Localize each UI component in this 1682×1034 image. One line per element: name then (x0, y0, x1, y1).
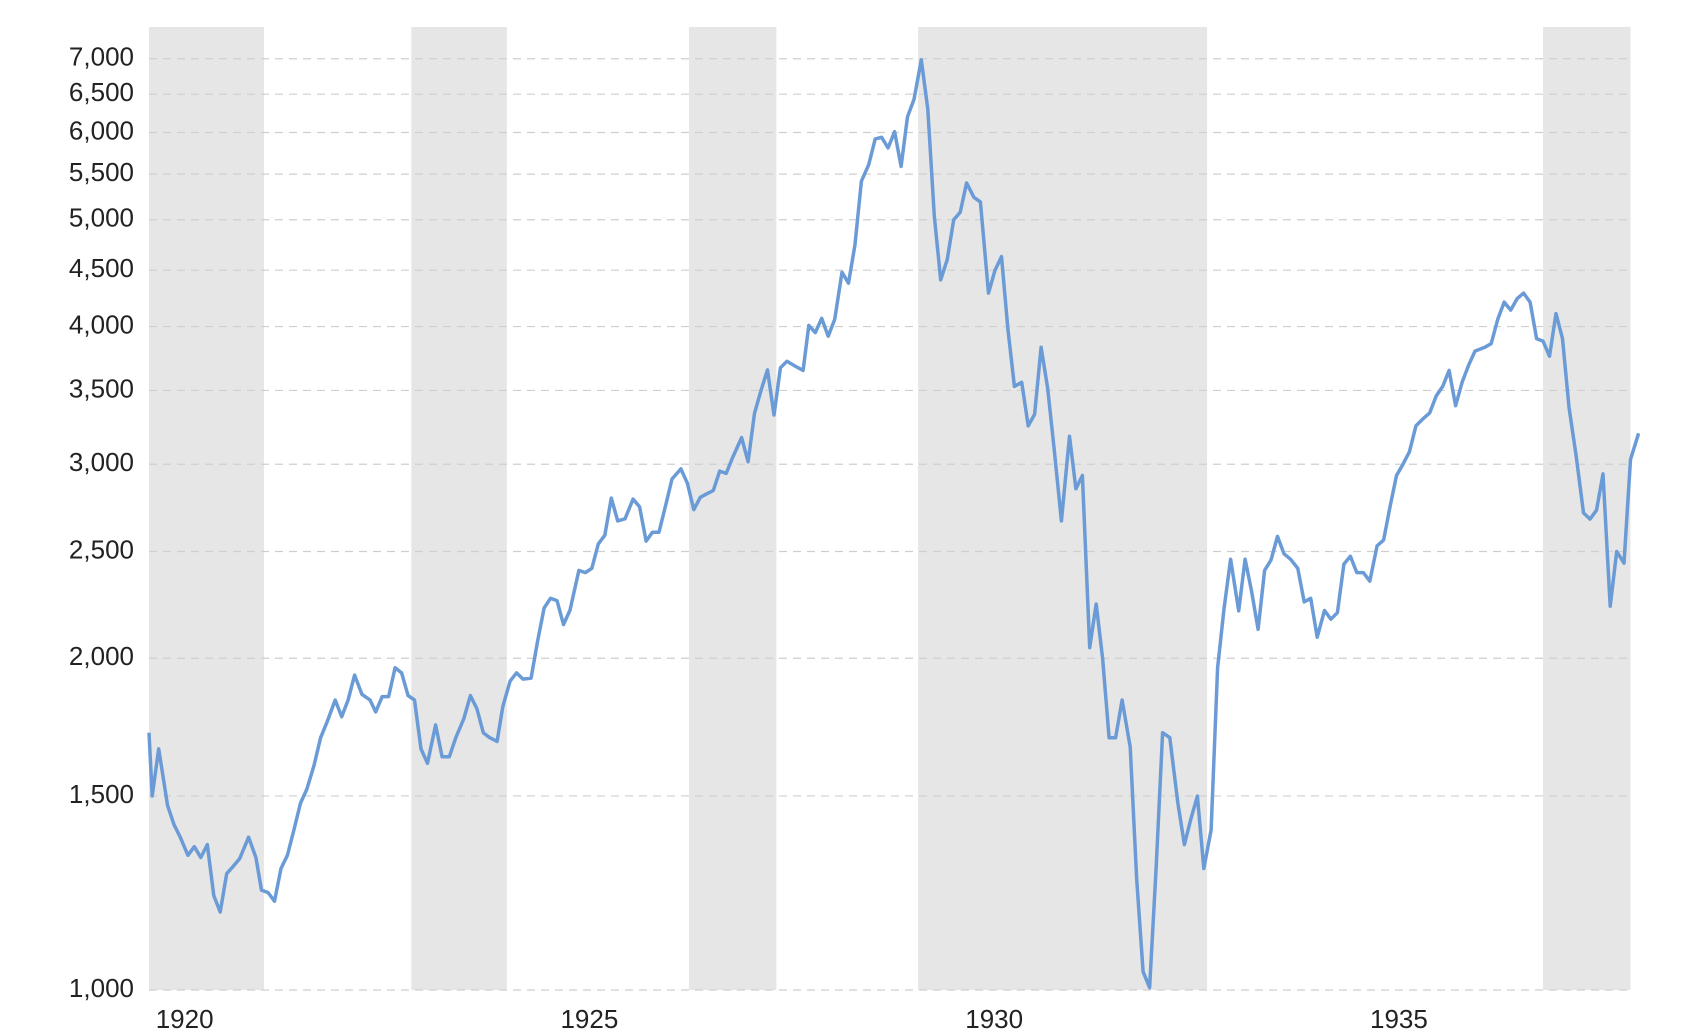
y-tick-label: 2,000 (69, 641, 134, 671)
recession-band (1543, 27, 1631, 990)
recession-band (688, 27, 777, 990)
y-tick-label: 6,000 (69, 115, 134, 145)
y-tick-label: 1,000 (69, 973, 134, 1003)
y-tick-label: 3,500 (69, 373, 134, 403)
recession-band (149, 27, 264, 990)
y-tick-label: 6,500 (69, 77, 134, 107)
y-tick-label: 3,000 (69, 447, 134, 477)
y-tick-label: 2,500 (69, 534, 134, 564)
y-tick-label: 5,000 (69, 203, 134, 233)
recession-band (411, 27, 507, 990)
index-line (147, 58, 1641, 990)
x-tick-label: 1925 (560, 1004, 618, 1034)
x-tick-label: 1935 (1370, 1004, 1428, 1034)
x-tick-label: 1920 (156, 1004, 214, 1034)
y-tick-label: 1,500 (69, 779, 134, 809)
x-tick-label: 1930 (965, 1004, 1023, 1034)
y-tick-label: 4,000 (69, 309, 134, 339)
y-tick-label: 4,500 (69, 253, 134, 283)
y-tick-label: 5,500 (69, 157, 134, 187)
y-tick-label: 7,000 (69, 42, 134, 72)
